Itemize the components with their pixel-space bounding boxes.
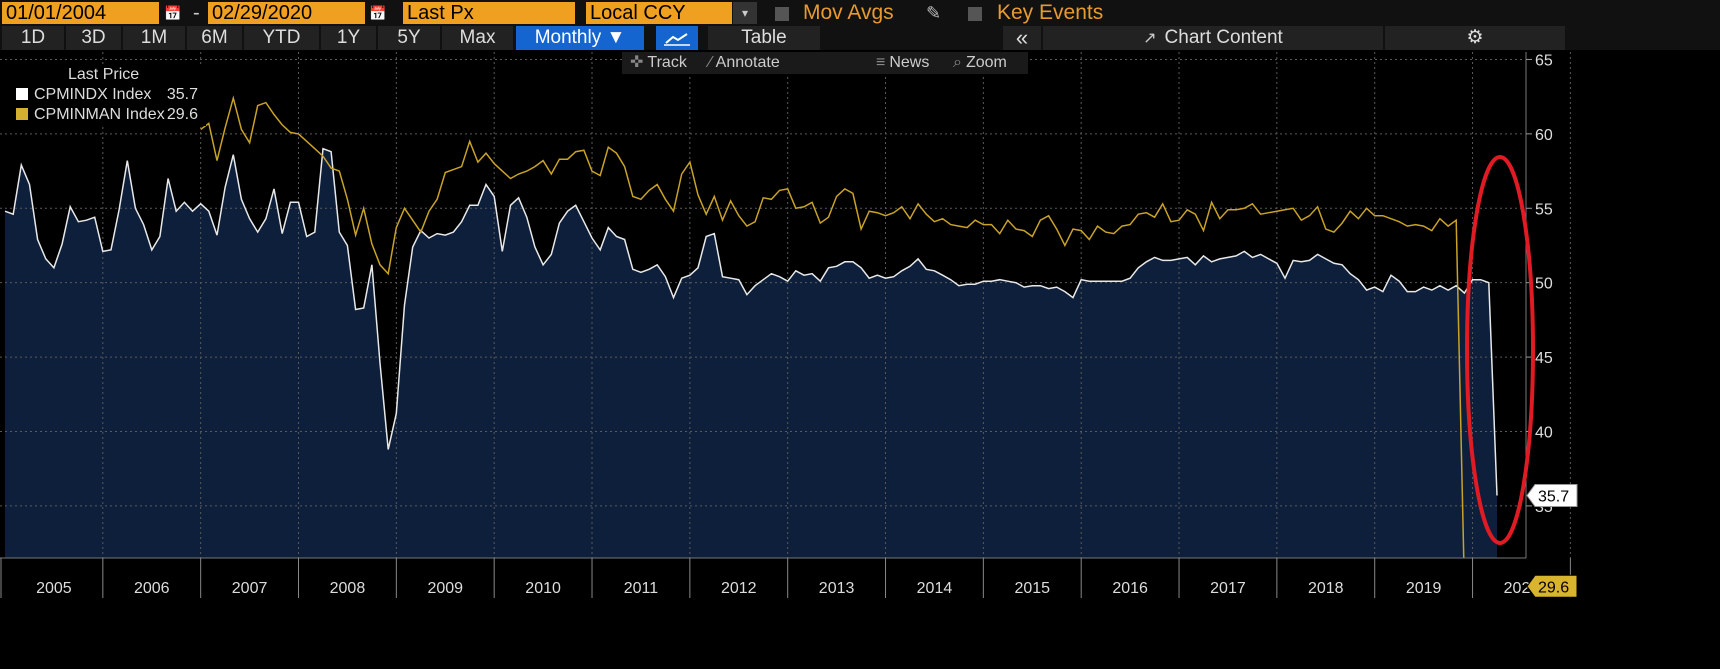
x-tick-label: 2018 bbox=[1308, 580, 1344, 597]
chart-content-label: Chart Content bbox=[1164, 27, 1283, 48]
legend-value: 29.6 bbox=[166, 106, 198, 123]
calendar-icon[interactable]: 📅 bbox=[164, 5, 182, 21]
x-tick-label: 2009 bbox=[427, 580, 463, 597]
x-tick-label: 2014 bbox=[917, 580, 953, 597]
y-tick-label: 50 bbox=[1535, 276, 1553, 293]
gear-icon: ⚙ bbox=[1466, 27, 1484, 48]
legend-swatch bbox=[16, 88, 28, 100]
calendar-icon[interactable]: 📅 bbox=[369, 5, 387, 21]
x-tick-label: 2008 bbox=[330, 580, 366, 597]
annotate-label: Annotate bbox=[715, 54, 780, 71]
x-tick-label: 2013 bbox=[819, 580, 855, 597]
chevron-down-icon[interactable]: ▾ bbox=[733, 2, 757, 24]
period-5y-button[interactable]: 5Y bbox=[378, 26, 440, 50]
crosshair-icon: ✜ bbox=[630, 54, 644, 71]
key-events-checkbox[interactable] bbox=[968, 7, 982, 21]
field-select[interactable]: Last Px bbox=[403, 2, 575, 24]
last-value-marker bbox=[1526, 574, 1578, 598]
last-value-label: 35.7 bbox=[1538, 488, 1569, 505]
zoom-label: Zoom bbox=[965, 54, 1007, 71]
period-1y-button[interactable]: 1Y bbox=[321, 26, 376, 50]
table-button[interactable]: Table bbox=[708, 26, 820, 50]
period-6m-button[interactable]: 6M bbox=[187, 26, 242, 50]
legend-value: 35.7 bbox=[166, 86, 198, 103]
x-tick-label: 2010 bbox=[525, 580, 561, 597]
y-tick-label: 55 bbox=[1535, 201, 1553, 218]
x-tick-label: 2012 bbox=[721, 580, 757, 597]
collapse-icon[interactable]: « bbox=[1003, 26, 1041, 50]
track-label: Track bbox=[647, 54, 687, 71]
x-tick-label: 2016 bbox=[1112, 580, 1148, 597]
track-tool[interactable]: ✜ Track bbox=[630, 52, 687, 74]
line-chart-glyph bbox=[664, 33, 690, 46]
x-tick-label: 2015 bbox=[1014, 580, 1050, 597]
x-tick-label: 2019 bbox=[1406, 580, 1442, 597]
x-tick-label: 2007 bbox=[232, 580, 268, 597]
frequency-select[interactable]: Monthly ▼ bbox=[516, 26, 644, 50]
series-line-cpminman bbox=[200, 95, 1466, 587]
currency-select[interactable]: Local CCY bbox=[586, 2, 732, 24]
legend-swatch bbox=[16, 108, 28, 120]
x-tick-label: 2006 bbox=[134, 580, 170, 597]
y-tick-label: 45 bbox=[1535, 350, 1553, 367]
legend-item: CPMINMAN Index bbox=[16, 106, 165, 124]
legend-title: Last Price bbox=[68, 66, 140, 83]
date-separator: - bbox=[193, 2, 200, 24]
chart-icon: ↗ bbox=[1143, 30, 1157, 47]
x-tick-label: 2005 bbox=[36, 580, 72, 597]
zoom-tool[interactable]: ⌕ Zoom bbox=[953, 52, 1007, 74]
mov-avgs-label: Mov Avgs bbox=[803, 1, 894, 24]
zoom-icon: ⌕ bbox=[953, 54, 962, 71]
start-date-input[interactable]: 01/01/2004 bbox=[2, 2, 159, 24]
x-tick-label: 2011 bbox=[624, 580, 659, 597]
period-1m-button[interactable]: 1M bbox=[123, 26, 185, 50]
period-max-button[interactable]: Max bbox=[442, 26, 513, 50]
key-events-label: Key Events bbox=[997, 1, 1104, 24]
annotate-icon: ∕ bbox=[709, 54, 712, 71]
series-line-cpmindx bbox=[4, 147, 1498, 496]
news-icon: ≡ bbox=[876, 54, 886, 71]
chart-content-button[interactable]: ↗ Chart Content bbox=[1043, 26, 1383, 50]
y-tick-label: 40 bbox=[1535, 425, 1553, 442]
y-tick-label: 65 bbox=[1535, 52, 1553, 69]
last-value-label: 29.6 bbox=[1538, 579, 1569, 596]
period-ytd-button[interactable]: YTD bbox=[244, 26, 319, 50]
x-axis-band bbox=[0, 558, 1526, 600]
news-label: News bbox=[889, 54, 930, 71]
mov-avgs-checkbox[interactable] bbox=[775, 7, 789, 21]
settings-button[interactable]: ⚙ bbox=[1385, 26, 1565, 50]
legend-series-name: CPMINMAN Index bbox=[34, 106, 165, 123]
period-1d-button[interactable]: 1D bbox=[2, 26, 64, 50]
legend-item: CPMINDX Index bbox=[16, 86, 151, 104]
last-value-marker bbox=[1526, 483, 1578, 507]
chart-tools-bar bbox=[622, 52, 1028, 74]
y-tick-label: 60 bbox=[1535, 127, 1553, 144]
period-3d-button[interactable]: 3D bbox=[66, 26, 121, 50]
line-chart-icon[interactable] bbox=[656, 26, 698, 50]
x-tick-label: 2017 bbox=[1210, 580, 1246, 597]
pencil-icon[interactable]: ✎ bbox=[926, 3, 942, 23]
news-tool[interactable]: ≡ News bbox=[876, 52, 929, 74]
legend: Last Price CPMINDX Index 35.7 CPMINMAN I… bbox=[8, 64, 206, 126]
annotate-tool[interactable]: ∕ Annotate bbox=[709, 52, 780, 74]
legend-series-name: CPMINDX Index bbox=[34, 86, 152, 103]
series-area-fill bbox=[5, 148, 1497, 558]
highlight-ellipse bbox=[1465, 155, 1535, 545]
end-date-input[interactable]: 02/29/2020 bbox=[208, 2, 365, 24]
